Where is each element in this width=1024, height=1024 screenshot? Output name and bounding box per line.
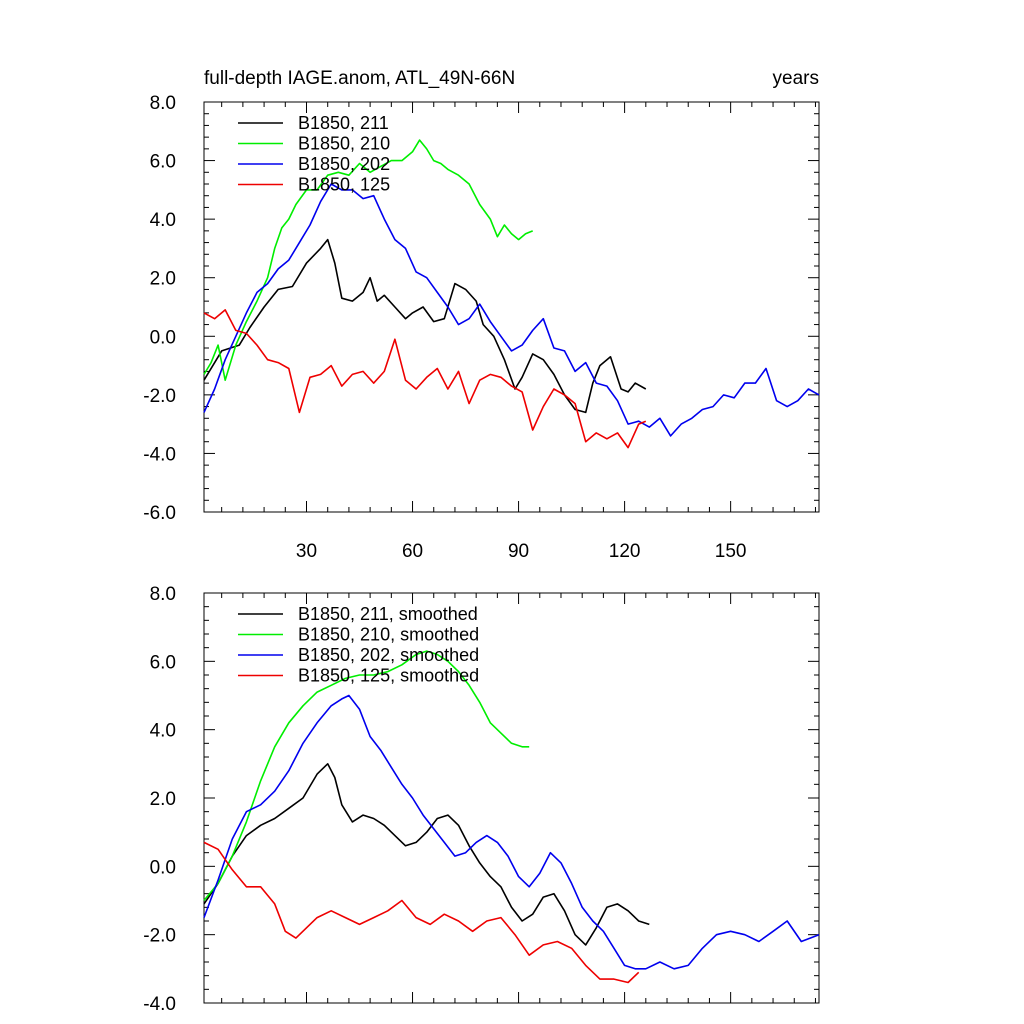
y-tick-label: -2.0 bbox=[143, 926, 176, 947]
plot-frame bbox=[203, 592, 820, 1004]
y-tick-label: -2.0 bbox=[143, 386, 176, 407]
legend-label: B1850, 202 bbox=[298, 154, 390, 174]
legend-label: B1850, 211, smoothed bbox=[298, 604, 478, 624]
y-tick-label: 4.0 bbox=[150, 210, 176, 231]
legend-label: B1850, 211 bbox=[298, 113, 389, 133]
x-tick-label: 90 bbox=[508, 541, 529, 562]
series-line bbox=[203, 309, 647, 449]
chart-title: full-depth IAGE.anom, ATL_49N-66N bbox=[204, 68, 515, 89]
series-line bbox=[203, 238, 647, 414]
series-line bbox=[203, 841, 640, 984]
y-tick-label: 4.0 bbox=[150, 721, 176, 742]
y-tick-label: 0.0 bbox=[150, 327, 176, 348]
y-tick-label: 8.0 bbox=[150, 584, 176, 605]
series-line bbox=[203, 650, 530, 902]
legend-label: B1850, 210 bbox=[298, 134, 390, 154]
legend-label: B1850, 202, smoothed bbox=[298, 645, 479, 665]
y-tick-label: 6.0 bbox=[150, 652, 176, 673]
series-line bbox=[203, 183, 820, 437]
series-line bbox=[203, 139, 534, 382]
y-tick-label: 8.0 bbox=[150, 93, 176, 114]
y-tick-label: 2.0 bbox=[150, 789, 176, 810]
x-tick-label: 30 bbox=[296, 541, 317, 562]
plot-frame bbox=[203, 101, 820, 513]
y-tick-label: 0.0 bbox=[150, 857, 176, 878]
x-tick-label: 150 bbox=[715, 541, 747, 562]
x-tick-label: 120 bbox=[609, 541, 641, 562]
y-tick-label: -6.0 bbox=[143, 503, 176, 524]
y-tick-label: -4.0 bbox=[143, 994, 176, 1015]
top-chart-panel: 8.0 6.0 4.0 2.0 0.0 -2.0 -4.0 -6.0 30 60 90 120 150 B… bbox=[143, 93, 820, 562]
y-tick-label: 6.0 bbox=[150, 152, 176, 173]
legend-label: B1850, 125 bbox=[298, 175, 390, 195]
series-line bbox=[203, 694, 820, 970]
y-tick-label: 2.0 bbox=[150, 269, 176, 290]
x-axis-unit-label: years bbox=[773, 68, 819, 89]
legend-label: B1850, 210, smoothed bbox=[298, 625, 479, 645]
legend-label: B1850, 125, smoothed bbox=[298, 666, 479, 686]
x-tick-label: 60 bbox=[402, 541, 423, 562]
y-tick-label: -4.0 bbox=[143, 444, 176, 465]
series-line bbox=[203, 762, 650, 946]
bottom-chart-panel: 8.0 6.0 4.0 2.0 0.0 -2.0 -4.0 B1850, 211, smoot… bbox=[143, 584, 820, 1015]
